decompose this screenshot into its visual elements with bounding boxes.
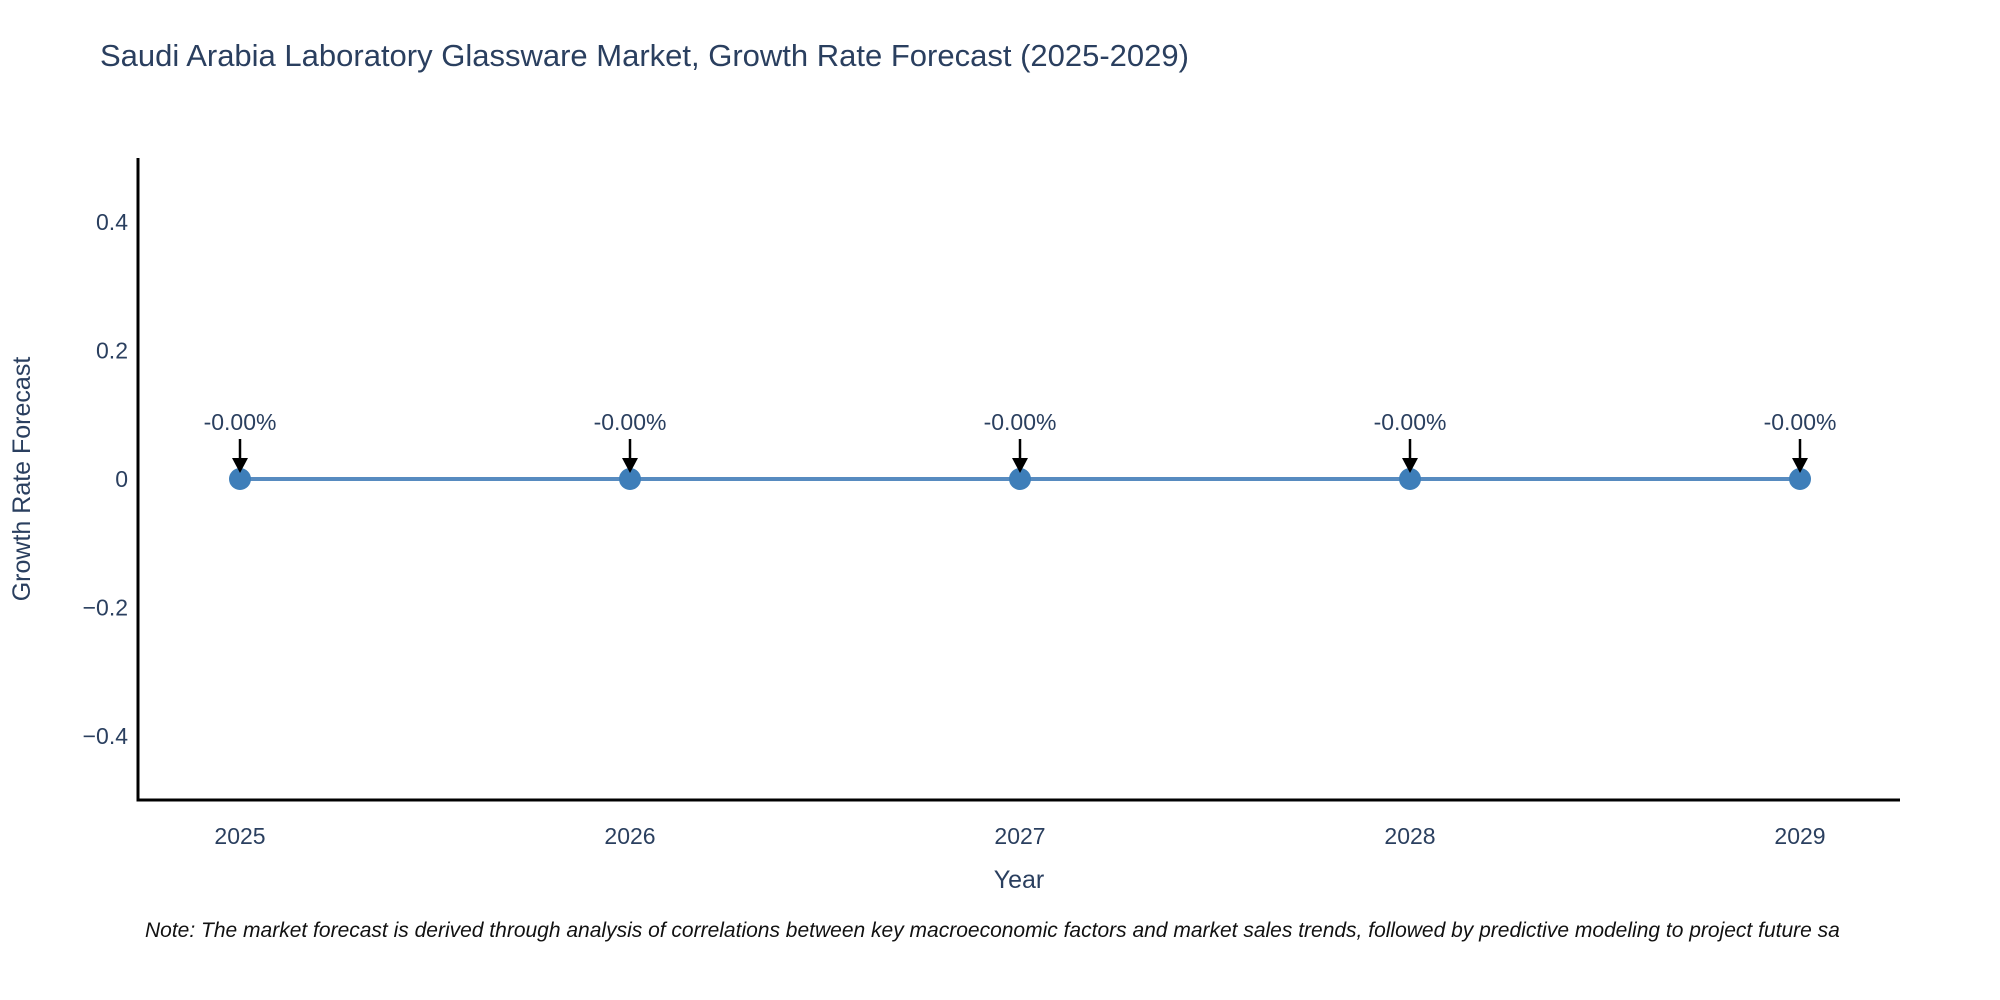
footnote: Note: The market forecast is derived thr…: [145, 919, 1840, 942]
point-annotation-label: -0.00%: [594, 409, 667, 435]
annotation-arrow-head: [232, 458, 248, 473]
data-point-marker: [1009, 468, 1031, 490]
data-point-marker: [1789, 468, 1811, 490]
point-annotation-label: -0.00%: [984, 409, 1057, 435]
y-tick-label: −0.4: [83, 723, 129, 749]
x-tick-label: 2029: [1774, 823, 1825, 849]
y-tick-label: 0: [115, 466, 128, 492]
data-point-marker: [619, 468, 641, 490]
x-tick-label: 2028: [1384, 823, 1435, 849]
annotation-arrow-head: [1792, 458, 1808, 473]
data-point-marker: [1399, 468, 1421, 490]
annotation-arrow-head: [1012, 458, 1028, 473]
annotation-arrow-head: [622, 458, 638, 473]
data-point-marker: [229, 468, 251, 490]
point-annotation-label: -0.00%: [204, 409, 277, 435]
x-tick-label: 2026: [604, 823, 655, 849]
annotation-arrow-head: [1402, 458, 1418, 473]
x-tick-label: 2025: [214, 823, 265, 849]
y-axis-title: Growth Rate Forecast: [8, 357, 36, 602]
x-tick-label: 2027: [994, 823, 1045, 849]
point-annotation-label: -0.00%: [1764, 409, 1837, 435]
axis-lines: [136, 158, 1900, 802]
point-annotation-label: -0.00%: [1374, 409, 1447, 435]
chart-title: Saudi Arabia Laboratory Glassware Market…: [100, 38, 1189, 73]
y-tick-label: −0.2: [83, 594, 128, 620]
x-axis-title: Year: [994, 866, 1045, 894]
y-tick-label: 0.4: [96, 209, 128, 235]
y-tick-label: 0.2: [96, 338, 128, 364]
